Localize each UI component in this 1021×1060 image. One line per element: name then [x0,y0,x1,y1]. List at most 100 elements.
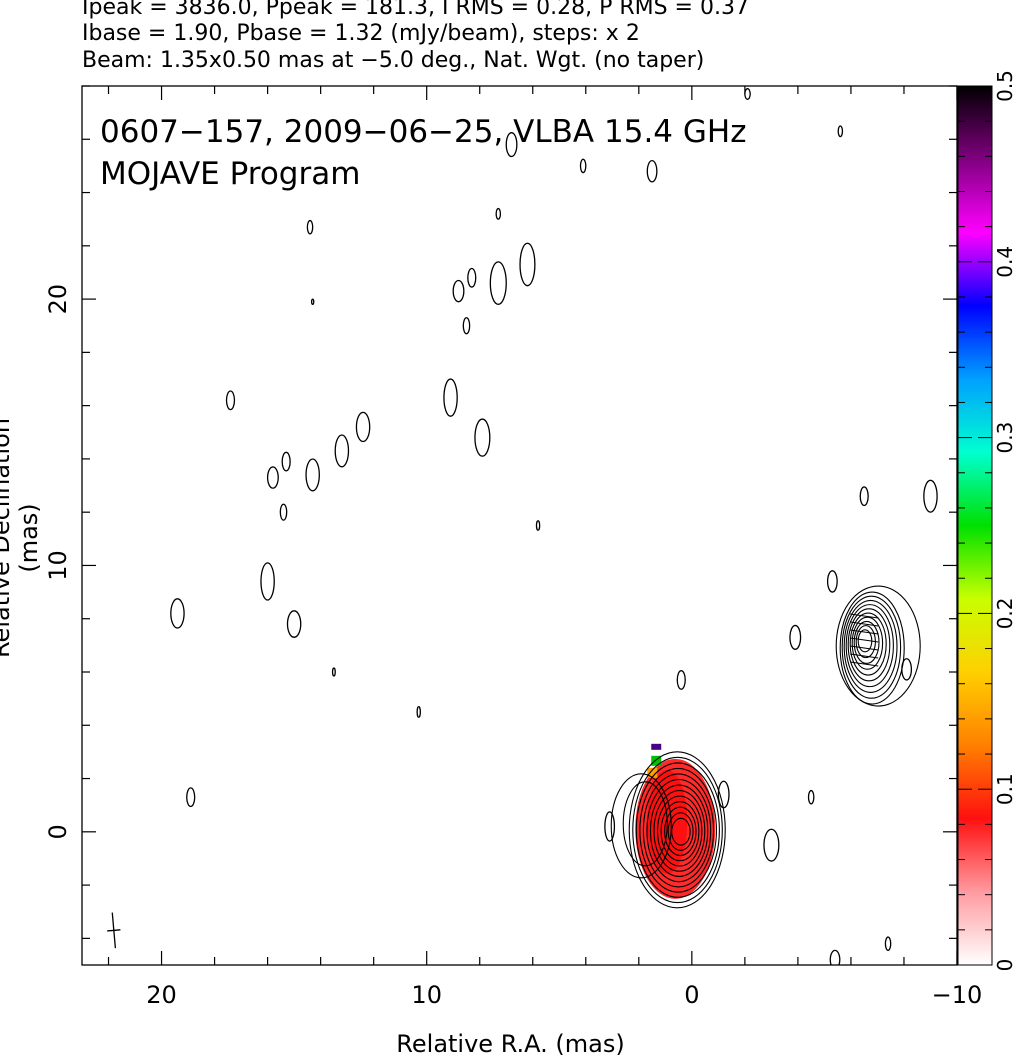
beam-marker [107,912,121,949]
noise-contour [901,658,913,681]
noise-contour [306,219,314,235]
noise-contour [467,267,477,288]
core-component [610,743,726,909]
noise-contour [789,624,802,650]
noise-contour [266,466,279,489]
noise-contour [186,787,196,808]
noise-contour [462,317,471,335]
noise-contour [535,520,541,531]
y-axis-label: Relative Declination (mas) [0,417,43,659]
jet-contour-outer [835,585,921,707]
core-contour [646,778,712,883]
core-contour [664,806,697,857]
polarization-vector [850,645,879,651]
jet-contour [841,595,902,699]
map-title: 0607−157, 2009−06−25, VLBA 15.4 GHz [100,114,746,150]
noise-contour [334,434,350,468]
noise-contour [505,132,518,158]
jet-contour [849,612,887,676]
noise-contour [923,479,938,513]
colorbar-tick-label: 0 [993,959,1017,972]
core-contour [660,801,700,862]
noise-contour [281,451,291,472]
map-subtitle: MOJAVE Program [100,156,360,192]
core-contour-extension [610,773,672,879]
jet-contour [843,599,898,693]
noise-contour [829,949,841,965]
x-tick-label: 0 [684,981,699,1009]
core-polarization-edge [651,755,662,766]
noise-contour [826,570,838,593]
noise-contour [489,261,507,305]
jet-component [835,585,921,707]
x-tick-label: −10 [932,981,983,1009]
y-tick-label: 20 [44,284,72,315]
polarization-vector [850,661,879,667]
noise-contour [579,158,587,174]
noise-contour [443,378,458,417]
noise-contour [310,298,315,306]
beam-minor-axis [107,929,121,932]
contour-layer [107,88,938,965]
y-tick-label: 0 [44,824,72,839]
y-tick-label: 10 [44,550,72,581]
noise-contour [305,458,320,492]
core-contour [667,812,694,851]
core-polarization-edge [647,767,658,778]
polarization-vector [850,629,879,635]
polarization-vector [850,653,879,659]
colorbar-ticks: 0 0.1 0.2 0.3 0.4 0.5 [958,70,1017,971]
noise-contour [807,789,815,805]
noise-contour [474,418,491,457]
jet-contour [851,616,884,670]
noise-contour [260,562,275,601]
x-axis-label: Relative R.A. (mas) [396,1030,625,1058]
noise-contour [717,780,730,809]
jet-contour [845,604,894,688]
colorbar [957,85,993,966]
x-tick-label: 10 [411,981,442,1009]
noise-contour [884,936,892,951]
noise-contour [763,828,780,862]
noise-contour [837,125,844,138]
core-contour [671,817,691,846]
noise-contour [859,486,869,507]
colorbar-tick-label: 0.4 [993,246,1017,278]
jet-contour [847,608,891,682]
colorbar-tick-label: 0.5 [993,70,1017,102]
core-polarization-edge [651,743,662,750]
axis-ticks: 20 10 0 −10 0 10 20 [44,85,983,1009]
noise-contour [604,811,616,842]
noise-contour [279,503,288,521]
noise-contour [646,159,658,183]
colorbar-tick-label: 0.3 [993,422,1017,454]
polarization-vector [850,637,879,643]
core-contour [632,756,723,904]
noise-contour [416,706,421,718]
core-contour-extension [622,781,668,867]
core-contour [635,762,720,898]
noise-contour [495,207,502,220]
polarization-vector [850,613,879,619]
noise-contour [286,610,302,638]
polarization-vector [850,621,879,627]
noise-contour [225,390,236,411]
noise-contour [170,598,185,629]
noise-contour [744,88,751,100]
jet-contour [853,620,880,664]
plot-frame [81,85,958,966]
core-contour [653,790,706,872]
header-line-1: Ipeak = 3836.0, Ppeak = 181.3, I RMS = 0… [82,0,749,20]
colorbar-tick-label: 0.2 [993,597,1017,629]
colorbar-tick-label: 0.1 [993,773,1017,805]
core-contour [628,751,726,909]
core-contour [639,767,718,893]
noise-contour [676,670,686,690]
header-line-3: Beam: 1.35x0.50 mas at −5.0 deg., Nat. W… [82,48,705,73]
core-contour [657,795,703,867]
noise-contour [519,242,536,287]
jet-contour [839,591,905,705]
noise-contour [355,411,371,443]
header-line-2: Ibase = 1.90, Pbase = 1.32 (mJy/beam), s… [82,21,640,46]
